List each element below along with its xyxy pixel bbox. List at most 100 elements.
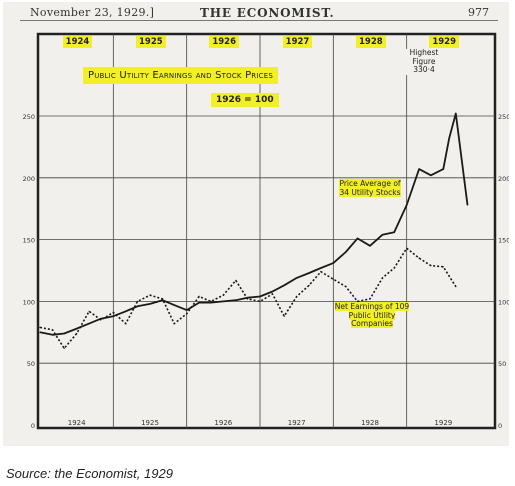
- data-point-net-earnings: [88, 310, 90, 312]
- data-point-net-earnings: [63, 347, 65, 349]
- data-point-net-earnings: [210, 300, 212, 302]
- data-point-price-average: [345, 251, 347, 253]
- data-point-price-average: [308, 272, 310, 274]
- data-point-net-earnings: [51, 329, 54, 331]
- data-point-net-earnings: [125, 323, 127, 325]
- data-point-net-earnings: [283, 315, 285, 317]
- annotation-price-average: Price Average of 34 Utility Stocks: [334, 179, 406, 197]
- data-point-price-average: [430, 174, 432, 176]
- header-rule: [20, 20, 498, 21]
- x-tick-label: 1928: [361, 419, 379, 427]
- top-year-label: 1926: [209, 36, 239, 48]
- data-point-price-average: [125, 310, 127, 312]
- data-point-price-average: [393, 231, 395, 233]
- y-tick-label-left: 200: [23, 175, 35, 183]
- data-point-net-earnings: [320, 271, 322, 273]
- data-point-net-earnings: [455, 286, 457, 288]
- y-tick-label-left: 150: [23, 237, 35, 245]
- annotation-highest-figure: Highest Figure 330·4: [404, 48, 444, 75]
- top-year-label: 1924: [62, 36, 93, 48]
- data-point-price-average: [448, 137, 450, 139]
- data-point-price-average: [259, 295, 261, 298]
- data-point-net-earnings: [100, 319, 102, 321]
- data-point-price-average: [210, 302, 212, 304]
- data-point-price-average: [161, 299, 164, 301]
- data-point-net-earnings: [161, 298, 164, 300]
- data-point-price-average: [381, 234, 384, 236]
- y-tick-label-right: 0: [498, 422, 502, 430]
- data-point-price-average: [332, 262, 334, 264]
- y-axis-right: 0 50 100 150 200 250: [498, 113, 509, 430]
- data-point-price-average: [356, 237, 359, 239]
- data-point-price-average: [76, 328, 78, 330]
- chart-series: [39, 112, 469, 350]
- x-tick-label: 1926: [214, 419, 232, 427]
- source-caption: Source: the Economist, 1929: [6, 466, 173, 481]
- annotation-net-earnings: Net Earnings of 109 Public Utility Compa…: [331, 302, 413, 329]
- data-point-net-earnings: [222, 294, 224, 296]
- data-point-price-average: [418, 168, 420, 170]
- x-tick-label: 1924: [68, 419, 86, 427]
- data-point-price-average: [222, 300, 224, 302]
- data-point-net-earnings: [76, 332, 78, 335]
- data-point-price-average: [320, 267, 322, 269]
- data-point-net-earnings: [112, 311, 114, 314]
- data-point-price-average: [63, 332, 65, 335]
- data-point-price-average: [39, 331, 41, 333]
- x-tick-label: 1929: [434, 419, 452, 427]
- data-point-net-earnings: [235, 279, 237, 281]
- y-tick-label-right: 50: [498, 360, 506, 368]
- header-page-number: 977: [468, 6, 489, 19]
- top-year-label: 1925: [136, 36, 166, 48]
- data-point-net-earnings: [271, 293, 274, 295]
- data-point-net-earnings: [332, 278, 334, 280]
- y-axis-left: 0 50 100 150 200 250: [23, 113, 35, 430]
- chart-grid: [36, 32, 497, 430]
- data-point-price-average: [173, 304, 175, 306]
- data-point-price-average: [296, 277, 298, 279]
- data-point-price-average: [136, 305, 139, 307]
- x-tick-label: 1927: [288, 419, 306, 427]
- y-tick-label-right: 250: [498, 113, 509, 121]
- y-tick-label-left: 250: [23, 113, 35, 121]
- data-point-net-earnings: [198, 295, 200, 298]
- data-point-net-earnings: [418, 257, 420, 259]
- chart-subtitle: 1926 = 100: [211, 93, 279, 107]
- data-point-net-earnings: [381, 277, 384, 279]
- data-point-net-earnings: [369, 298, 371, 300]
- data-point-price-average: [88, 323, 90, 325]
- data-point-price-average: [186, 309, 188, 311]
- series-line-net-earnings: [39, 247, 457, 350]
- y-tick-label-right: 100: [498, 298, 509, 306]
- data-point-net-earnings: [308, 284, 310, 286]
- data-point-price-average: [455, 112, 457, 115]
- data-point-price-average: [198, 302, 200, 304]
- data-point-net-earnings: [136, 300, 139, 302]
- data-point-net-earnings: [345, 286, 347, 288]
- data-point-net-earnings: [430, 265, 432, 267]
- data-point-price-average: [466, 204, 469, 206]
- annotation-net-earnings-text: Net Earnings of 109 Public Utility Compa…: [334, 302, 410, 328]
- data-point-net-earnings: [246, 298, 249, 300]
- data-point-price-average: [51, 334, 54, 336]
- y-tick-label-left: 100: [23, 298, 35, 306]
- data-point-price-average: [442, 168, 444, 170]
- y-tick-label-left: 50: [27, 360, 35, 368]
- chart-area: 0 50 100 150 200 250 0 50 100 150 200 250 1924 1925…: [23, 32, 509, 430]
- data-point-price-average: [369, 245, 371, 247]
- data-point-price-average: [271, 290, 274, 293]
- data-point-price-average: [235, 299, 237, 301]
- x-axis-bottom: 1924 1925 1926 1927 1928 1929: [68, 419, 452, 427]
- x-tick-label: 1925: [141, 419, 159, 427]
- data-point-net-earnings: [442, 266, 444, 268]
- data-point-net-earnings: [186, 313, 188, 315]
- chart-title: Public Utility Earnings and Stock Prices: [83, 67, 278, 84]
- data-point-net-earnings: [259, 300, 261, 302]
- data-point-price-average: [406, 204, 408, 206]
- top-year-label: 1927: [282, 36, 313, 48]
- plot-frame: [36, 32, 497, 430]
- data-point-price-average: [283, 284, 285, 286]
- y-tick-label-right: 150: [498, 237, 509, 245]
- data-point-net-earnings: [173, 323, 175, 325]
